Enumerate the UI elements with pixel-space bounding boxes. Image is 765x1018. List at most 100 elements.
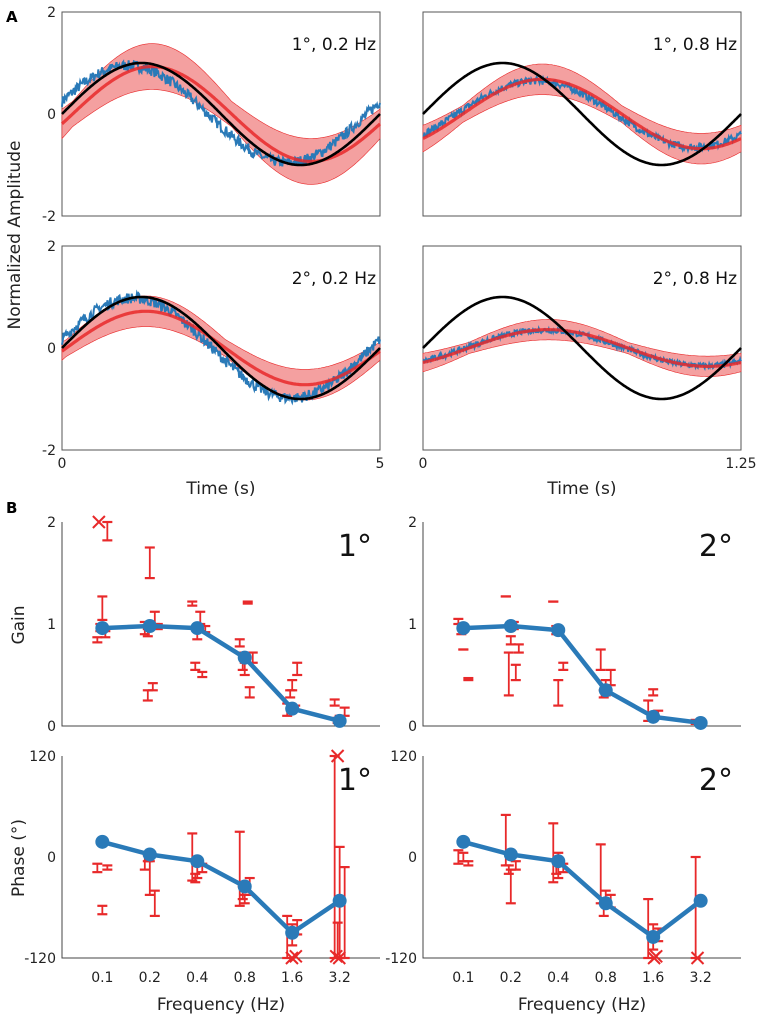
y-tick-label: 0: [408, 850, 417, 866]
response-line: [61, 59, 381, 167]
x-axis-label: Frequency (Hz): [518, 995, 646, 1015]
mean-marker: [95, 834, 110, 849]
panel-label-b: B: [6, 499, 17, 517]
mean-marker: [598, 896, 613, 911]
x-tick-label: 3.2: [690, 970, 712, 986]
mean-line: [462, 839, 703, 940]
mean-marker: [285, 701, 300, 716]
y-tick-label: 0: [47, 107, 56, 123]
x-tick-label: 0.4: [547, 970, 569, 986]
y-tick-label: 120: [29, 749, 56, 765]
y-tick-label: 2: [408, 515, 417, 531]
y-tick-label: 1: [408, 617, 417, 633]
y-tick-label: -120: [24, 951, 56, 967]
phase-axis-label: Phase (°): [9, 819, 29, 897]
y-tick-label: 0: [47, 719, 56, 735]
mean-marker: [646, 709, 661, 724]
axes: [422, 756, 741, 959]
mean-marker: [285, 925, 300, 940]
x-tick-label: 0: [58, 456, 67, 472]
mean-marker: [190, 854, 205, 869]
mean-marker: [332, 713, 347, 728]
y-tick-label: 2: [47, 239, 56, 255]
model-line: [61, 309, 381, 387]
y-tick-label: 2: [47, 5, 56, 21]
x-tick-label: 0: [419, 456, 428, 472]
outlier-cross: [285, 951, 299, 965]
mean-line: [101, 839, 341, 936]
freq-plot-b-gain-2: 2° 2 1 0: [408, 515, 741, 735]
x-tick-label: 0.1: [452, 970, 474, 986]
x-tick-label: 3.2: [329, 970, 351, 986]
stimulus-line: [61, 61, 381, 167]
order-annotation: 2°: [699, 529, 733, 564]
mean-marker: [190, 621, 205, 636]
y-tick-label: 1: [47, 617, 56, 633]
mean-marker: [142, 847, 157, 862]
y-tick-label: -2: [42, 443, 56, 459]
order-annotation: 1°: [338, 529, 372, 564]
x-tick-label: 1.6: [642, 970, 664, 986]
mean-marker: [503, 619, 518, 634]
x-tick-label: 0.8: [595, 970, 617, 986]
mean-marker: [646, 929, 661, 944]
outlier-cross: [289, 949, 303, 964]
outlier-cross: [92, 515, 106, 529]
model-line: [422, 77, 742, 151]
panel-label-a: A: [6, 8, 18, 26]
y-tick-label: 0: [47, 850, 56, 866]
y-tick-label: -2: [42, 209, 56, 225]
mean-marker: [456, 621, 471, 636]
outlier-cross: [649, 949, 663, 964]
freq-plot-b-phase-2: 2° 120 0 -120 0.1 0.2 0.4 0.8 1.6 3.2 Frequency (H…: [385, 749, 741, 1015]
y-tick-label: 120: [390, 749, 417, 765]
outlier-cross: [690, 951, 705, 965]
freq-plot-b-phase-1: 1° 120 0 -120 0.1 0.2 0.4 0.8 1.6 3.2 Frequency (H…: [24, 749, 380, 1015]
y-tick-label: -120: [385, 951, 417, 967]
mean-line: [463, 623, 701, 726]
mean-marker: [237, 879, 252, 894]
stimulus-line: [422, 295, 742, 401]
x-tick-label: 0.8: [234, 970, 256, 986]
condition-annotation: 1°, 0.8 Hz: [653, 35, 737, 55]
x-tick-label: 1.25: [725, 456, 756, 472]
order-annotation: 1°: [338, 763, 372, 798]
x-tick-label: 0.2: [500, 970, 522, 986]
x-axis-label: Time (s): [185, 479, 255, 499]
outlier-cross: [330, 749, 345, 763]
condition-annotation: 2°, 0.2 Hz: [292, 269, 376, 289]
x-axis-label: Time (s): [546, 479, 616, 499]
y-tick-label: 0: [47, 341, 56, 357]
x-tick-label: 0.2: [139, 970, 161, 986]
mean-marker: [237, 650, 252, 665]
mean-marker: [551, 854, 566, 869]
y-tick-label: 2: [47, 515, 56, 531]
time-plot-a-2-08: 2°, 0.8 Hz 0 1.25 Time (s): [419, 245, 757, 499]
x-tick-label: 5: [376, 456, 385, 472]
x-tick-label: 0.4: [186, 970, 208, 986]
stimulus-line: [61, 295, 381, 401]
gain-axis-label: Gain: [9, 605, 29, 644]
axes: [61, 522, 380, 727]
axes: [422, 522, 741, 727]
time-plot-a-1-08: 1°, 0.8 Hz: [422, 11, 742, 217]
model-line: [422, 328, 742, 368]
mean-marker: [142, 619, 157, 634]
condition-annotation: 2°, 0.8 Hz: [653, 269, 737, 289]
time-plot-a-1-02: 1°, 0.2 Hz 2 0 -2: [42, 5, 382, 225]
outlier-cross: [329, 949, 343, 964]
mean-marker: [598, 683, 613, 698]
mean-marker: [693, 715, 708, 730]
x-axis-label: Frequency (Hz): [157, 995, 285, 1015]
mean-marker: [551, 623, 566, 638]
mean-marker: [95, 621, 110, 636]
mean-marker: [693, 893, 708, 908]
x-tick-label: 0.1: [91, 970, 113, 986]
stimulus-line: [422, 61, 742, 167]
freq-plot-b-gain-1: 1° 2 1 0: [47, 515, 380, 735]
response-line: [61, 289, 381, 406]
x-tick-label: 1.6: [281, 970, 303, 986]
mean-line: [102, 623, 341, 724]
